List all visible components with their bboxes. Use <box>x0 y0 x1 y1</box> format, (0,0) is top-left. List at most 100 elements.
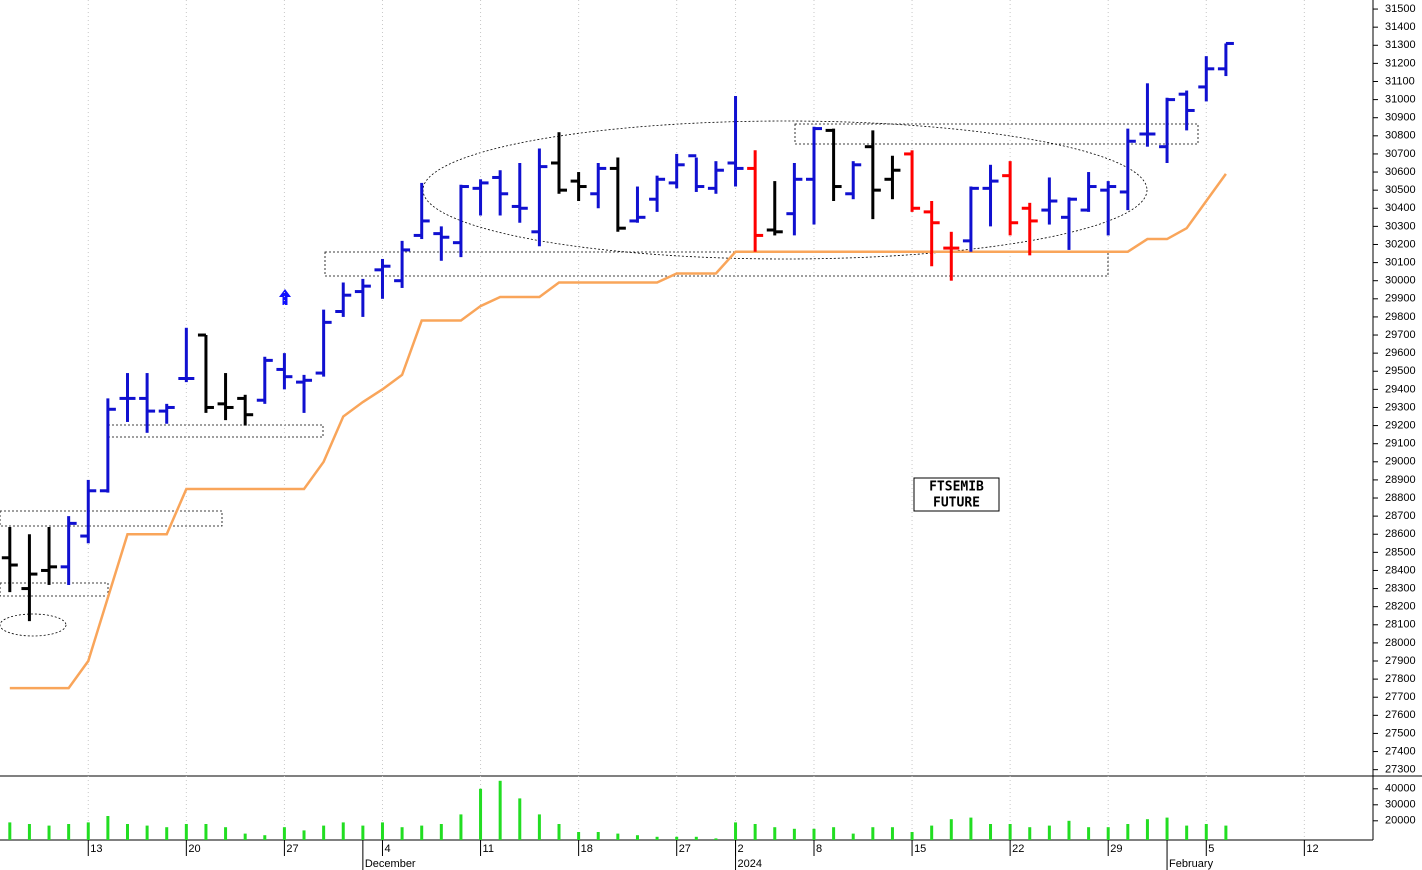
month-label: December <box>365 858 416 870</box>
ohlc-bar <box>335 282 352 317</box>
ohlc-bar <box>923 201 940 267</box>
volume-bar <box>243 833 247 840</box>
ohlc-bar <box>21 534 38 622</box>
volume-bar <box>1224 825 1228 840</box>
y-tick-label: 27600 <box>1385 709 1416 721</box>
y-tick-label: 29800 <box>1385 311 1416 323</box>
volume-bar <box>204 824 208 840</box>
volume-bar <box>792 828 796 840</box>
volume-bar <box>1165 817 1169 840</box>
x-tick-label: 5 <box>1208 843 1214 855</box>
ohlc-bar <box>119 373 136 422</box>
range-box <box>324 251 1109 277</box>
ohlc-bar <box>1139 83 1156 147</box>
ohlc-bar <box>158 403 175 424</box>
arrow <box>279 289 291 305</box>
ohlc-bar <box>41 526 58 585</box>
x-tick-label: 18 <box>581 843 593 855</box>
ohlc-bar <box>531 148 548 247</box>
volume-bar <box>655 836 659 840</box>
volume-bar <box>871 827 875 840</box>
range-box <box>0 510 223 527</box>
ohlc-bar <box>492 170 509 216</box>
volume-bar <box>635 835 639 840</box>
ohlc-bar <box>649 175 666 212</box>
ohlc-bar <box>1119 128 1136 211</box>
ohlc-bar <box>256 356 273 404</box>
y-tick-label: 28100 <box>1385 619 1416 631</box>
x-tick-label: 27 <box>679 843 691 855</box>
ohlc-bar <box>747 150 764 252</box>
y-tick-label: 31500 <box>1385 3 1416 15</box>
ohlc-bar <box>413 182 430 240</box>
volume-bar <box>125 824 129 840</box>
ohlc-bar <box>707 161 724 194</box>
volume-bar <box>224 827 228 840</box>
ohlc-bar <box>1002 161 1019 236</box>
volume-bar <box>380 822 384 840</box>
y-tick-label: 29500 <box>1385 365 1416 377</box>
volume-bar <box>851 833 855 840</box>
y-tick-label: 31200 <box>1385 57 1416 69</box>
y-tick-label: 27700 <box>1385 691 1416 703</box>
range-box <box>794 123 1199 145</box>
volume-bar <box>302 830 306 840</box>
month-label: February <box>1169 858 1214 870</box>
volume-bar <box>557 824 561 840</box>
ellipse <box>0 613 67 637</box>
y-tick-label: 31300 <box>1385 39 1416 51</box>
y-tick-label: 28400 <box>1385 564 1416 576</box>
volume-bar <box>341 822 345 840</box>
stop-line <box>9 173 1227 690</box>
x-tick-label: 22 <box>1012 843 1024 855</box>
month-label: 2024 <box>738 858 762 870</box>
y-tick-label: 30900 <box>1385 112 1416 124</box>
y-tick-label: 31000 <box>1385 94 1416 106</box>
volume-bar <box>47 825 51 840</box>
range-box <box>107 424 324 438</box>
ohlc-bar <box>766 181 783 236</box>
volume-bar <box>675 836 679 840</box>
label-frame <box>913 477 1000 512</box>
volume-bar <box>734 822 738 840</box>
volume-bar <box>1067 820 1071 840</box>
y-tick-label: 28600 <box>1385 528 1416 540</box>
volume-bar <box>1106 827 1110 840</box>
volume-bar <box>106 816 110 840</box>
ohlc-bar <box>374 258 391 299</box>
ohlc-bar <box>1198 56 1215 102</box>
volume-bar <box>832 827 836 840</box>
volume-bar <box>8 822 12 840</box>
ohlc-bar <box>60 516 77 585</box>
y-tick-label: 29400 <box>1385 383 1416 395</box>
ohlc-bar <box>962 186 979 252</box>
ohlc-bar <box>433 226 450 261</box>
volume-tick-label: 40000 <box>1385 783 1416 795</box>
y-tick-label: 30300 <box>1385 220 1416 232</box>
y-tick-label: 30000 <box>1385 275 1416 287</box>
volume-bar <box>969 817 973 840</box>
y-tick-label: 30200 <box>1385 238 1416 250</box>
volume-bar <box>1047 825 1051 840</box>
ohlc-bar <box>1 526 18 593</box>
ohlc-bar <box>570 172 587 202</box>
volume-bar <box>498 780 502 840</box>
x-tick-label: 13 <box>90 843 102 855</box>
range-box <box>0 582 109 597</box>
ohlc-bar <box>197 333 214 413</box>
ohlc-bar <box>178 327 195 383</box>
volume-bar <box>322 825 326 840</box>
volume-tick-label: 20000 <box>1385 815 1416 827</box>
y-tick-label: 29100 <box>1385 438 1416 450</box>
ohlc-bar <box>1159 97 1176 163</box>
volume-bar <box>989 824 993 840</box>
volume-bar <box>890 827 894 840</box>
ohlc-bar <box>943 231 960 281</box>
y-tick-label: 28800 <box>1385 492 1416 504</box>
y-tick-label: 30600 <box>1385 166 1416 178</box>
volume-bar <box>714 838 718 840</box>
y-tick-label: 29000 <box>1385 456 1416 468</box>
ohlc-bar <box>688 154 705 192</box>
volume-bar <box>420 825 424 840</box>
